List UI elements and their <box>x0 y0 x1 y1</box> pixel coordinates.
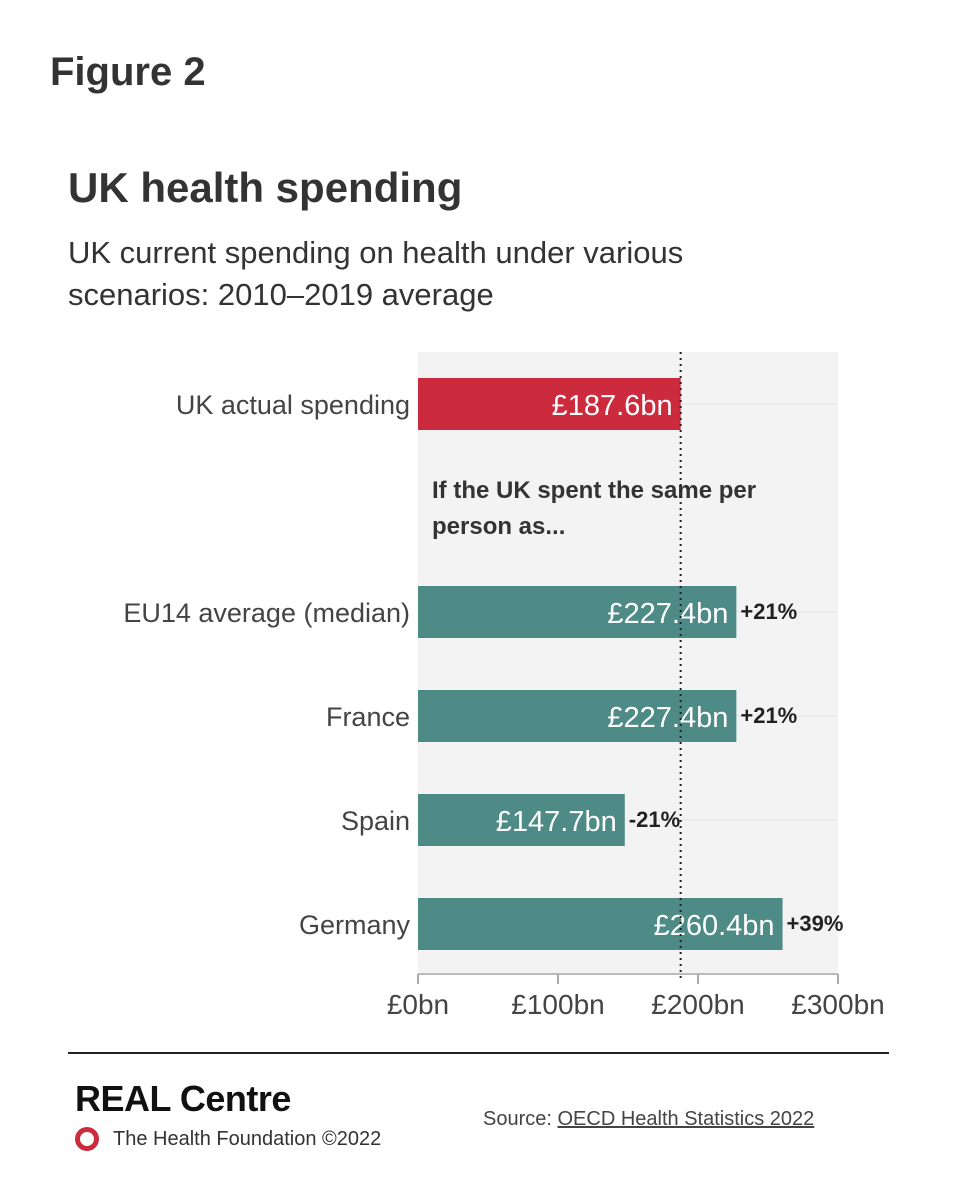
value-label: £187.6bn <box>552 390 673 422</box>
bar <box>418 378 681 430</box>
x-tick-label: £200bn <box>651 989 744 1020</box>
change-label: +21% <box>740 599 797 624</box>
category-label: Germany <box>299 910 411 940</box>
chart-subtitle: UK current spending on health under vari… <box>68 235 684 312</box>
source-link[interactable]: OECD Health Statistics 2022 <box>557 1108 815 1130</box>
category-label: EU14 average (median) <box>123 598 410 628</box>
x-tick-label: £0bn <box>387 989 449 1020</box>
brand-name: REAL Centre <box>75 1078 291 1119</box>
bar <box>418 898 783 950</box>
value-label: £227.4bn <box>607 598 728 630</box>
plot-background <box>418 352 838 974</box>
category-label: UK actual spending <box>176 390 410 420</box>
bar-chart: UK actual spending £187.6bn EU14 average (… <box>123 352 885 1020</box>
category-label: Spain <box>341 806 410 836</box>
circle-logo-icon <box>75 1127 99 1151</box>
change-label: +39% <box>787 911 844 936</box>
bar <box>418 794 625 846</box>
figure-label: Figure 2 <box>50 50 206 94</box>
source-note: Source: OECD Health Statistics 2022 <box>483 1108 814 1131</box>
value-label: £147.7bn <box>496 806 617 838</box>
bar <box>418 690 737 742</box>
x-tick-label: £300bn <box>791 989 884 1020</box>
category-label: France <box>326 702 410 732</box>
annotation-text: If the UK spent the same per person as... <box>432 477 756 540</box>
change-label: -21% <box>629 807 680 832</box>
source-prefix: Source: <box>483 1108 558 1130</box>
organization: The Health Foundation ©2022 <box>75 1127 381 1151</box>
footer-divider <box>68 1052 889 1054</box>
x-tick-label: £100bn <box>511 989 604 1020</box>
value-label: £227.4bn <box>607 702 728 734</box>
bar <box>418 586 737 638</box>
organization-name: The Health Foundation ©2022 <box>113 1127 382 1150</box>
change-label: +21% <box>740 703 797 728</box>
value-label: £260.4bn <box>654 910 775 942</box>
chart-title: UK health spending <box>68 164 463 211</box>
